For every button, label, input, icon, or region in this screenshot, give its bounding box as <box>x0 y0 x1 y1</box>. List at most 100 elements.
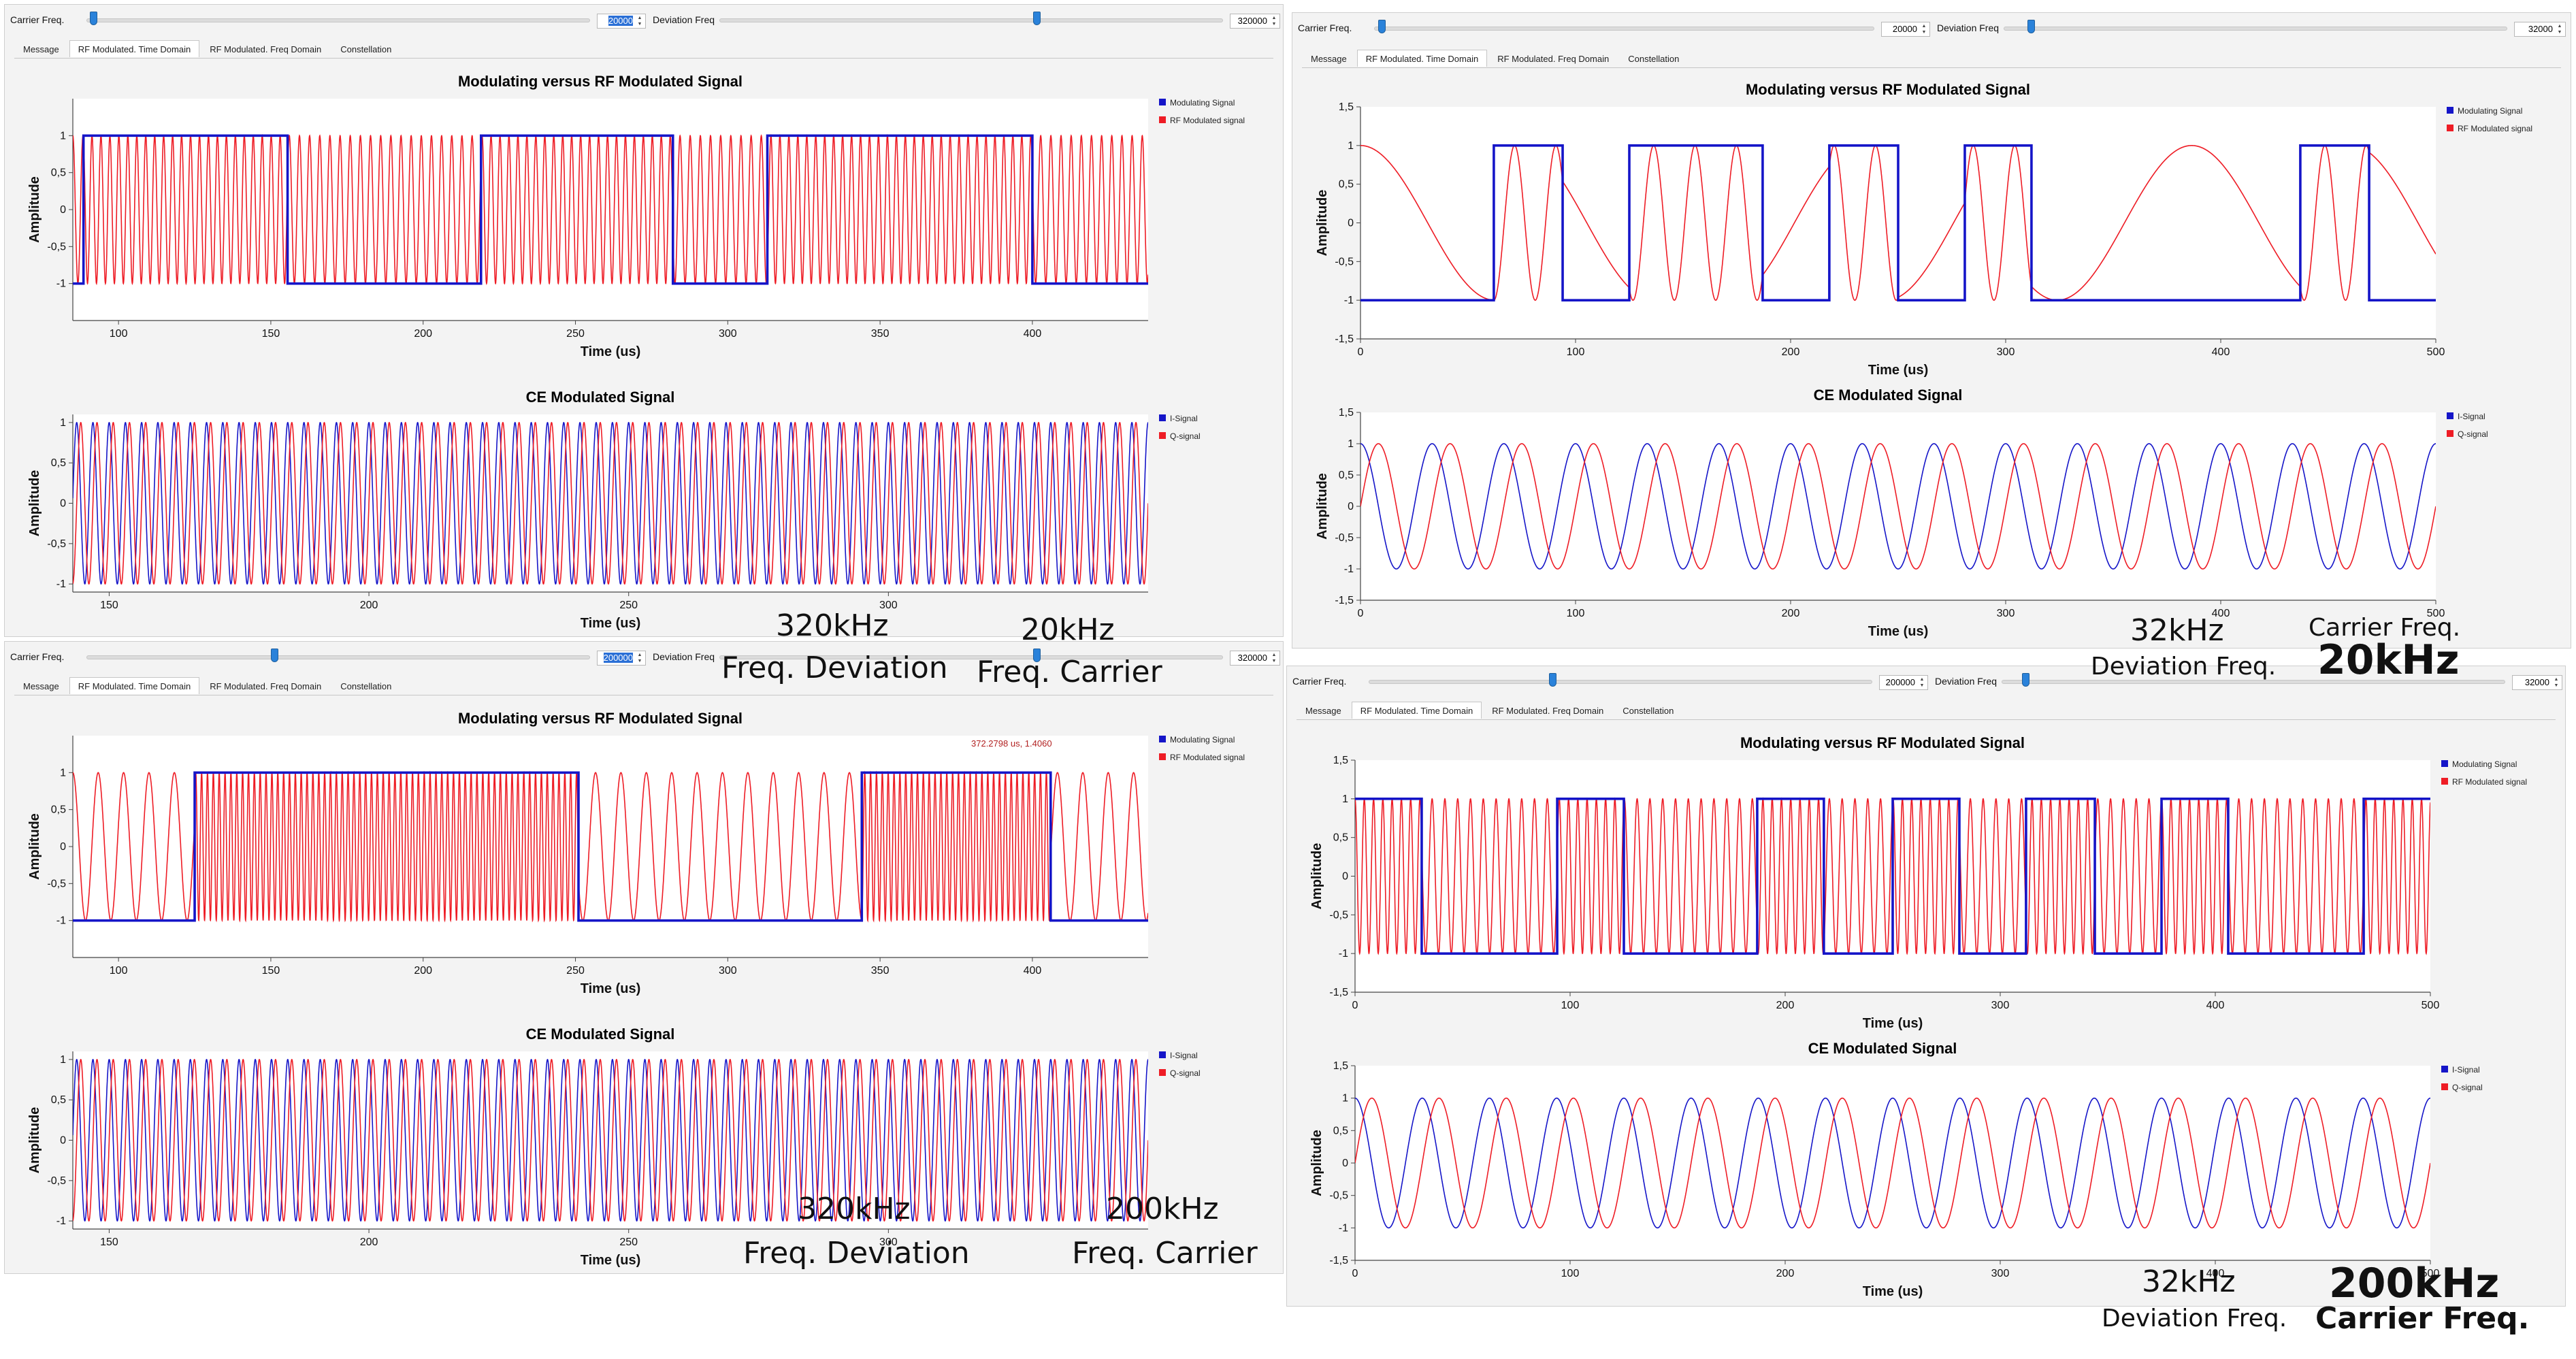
x-tick-label: 0 <box>1358 608 1364 619</box>
x-tick-label: 200 <box>1776 1268 1795 1279</box>
x-tick-label: 350 <box>871 965 890 977</box>
x-axis-label: Time (us) <box>581 981 641 996</box>
carrier-freq-spinbox[interactable]: 20000 ▲ ▼ <box>1881 22 1930 37</box>
deviation-freq-slider-handle[interactable] <box>1033 12 1041 25</box>
spin-arrows-icon[interactable]: ▲ ▼ <box>2557 24 2562 35</box>
y-axis-label: Amplitude <box>1315 190 1330 257</box>
carrier-freq-slider-handle[interactable] <box>271 649 278 662</box>
x-tick-label: 400 <box>2212 608 2230 619</box>
y-tick-label: -1 <box>1339 1222 1348 1234</box>
tab-rf-freq-domain[interactable]: RF Modulated. Freq Domain <box>210 44 322 54</box>
legend-swatch <box>1159 753 1166 760</box>
carrier-freq-value[interactable]: 200000 <box>603 653 633 663</box>
deviation-freq-slider-handle[interactable] <box>2022 673 2029 687</box>
x-axis-label: Time (us) <box>1868 363 1929 378</box>
carrier-freq-value[interactable]: 20000 <box>608 16 633 26</box>
tab-message[interactable]: Message <box>23 44 59 54</box>
chart-title: CE Modulated Signal <box>525 1026 675 1043</box>
chart-svg: 150 200 250 300 1 0,5 0 -0,5 -1 Time (us) Amplitud… <box>27 1051 1201 1268</box>
x-tick-label: 150 <box>100 600 118 611</box>
legend-swatch <box>2447 107 2453 114</box>
legend-swatch <box>2441 1083 2448 1090</box>
x-tick-label: 200 <box>1782 346 1800 358</box>
series-sin-line <box>1360 443 2436 570</box>
tab-rf-freq-domain[interactable]: RF Modulated. Freq Domain <box>1492 706 1604 716</box>
x-tick-label: 300 <box>879 600 898 611</box>
rf-modulated-chart: Modulating versus RF Modulated Signal 100… <box>12 707 1277 1000</box>
tab-rf-time-domain[interactable]: RF Modulated. Time Domain <box>69 677 200 694</box>
tab-rf-freq-domain[interactable]: RF Modulated. Freq Domain <box>210 681 322 691</box>
deviation-freq-spinbox[interactable]: 320000 ▲ ▼ <box>1230 651 1280 666</box>
deviation-freq-slider[interactable] <box>719 655 1223 659</box>
deviation-freq-slider[interactable] <box>2004 27 2507 31</box>
spin-arrows-icon[interactable]: ▲ ▼ <box>637 653 642 664</box>
y-axis-label: Amplitude <box>27 813 42 880</box>
tab-bar: Message RF Modulated. Time Domain RF Mod… <box>14 40 1273 59</box>
carrier-freq-slider-handle[interactable] <box>1378 20 1386 33</box>
carrier-freq-spinbox[interactable]: 200000 ▲ ▼ <box>1879 675 1928 690</box>
carrier-freq-spinbox[interactable]: 20000 ▲ ▼ <box>597 14 646 29</box>
y-tick-label: -1 <box>56 915 66 927</box>
carrier-freq-slider-handle[interactable] <box>1549 673 1556 687</box>
carrier-freq-slider[interactable] <box>1374 27 1874 31</box>
tab-rf-time-domain[interactable]: RF Modulated. Time Domain <box>69 40 200 57</box>
spin-arrows-icon[interactable]: ▲ ▼ <box>1919 677 1925 688</box>
deviation-freq-spinbox[interactable]: 32000 ▲ ▼ <box>2512 675 2562 690</box>
deviation-freq-value[interactable]: 320000 <box>1237 16 1267 26</box>
y-axis-label: Amplitude <box>1309 1130 1324 1196</box>
spin-arrows-icon[interactable]: ▲ ▼ <box>1921 24 1927 35</box>
carrier-freq-spinbox[interactable]: 200000 ▲ ▼ <box>597 651 646 666</box>
deviation-freq-slider[interactable] <box>719 18 1223 22</box>
carrier-freq-slider[interactable] <box>86 655 590 659</box>
tab-bar: Message RF Modulated. Time Domain RF Mod… <box>14 677 1273 695</box>
spin-arrows-icon[interactable]: ▲ ▼ <box>2554 677 2559 688</box>
legend-swatch <box>2441 760 2448 767</box>
y-tick-label: -0,5 <box>1335 256 1354 267</box>
deviation-freq-value[interactable]: 32000 <box>2524 677 2549 687</box>
deviation-freq-spinbox[interactable]: 32000 ▲ ▼ <box>2514 22 2566 37</box>
y-tick-label: 1 <box>1342 793 1348 805</box>
tab-rf-time-domain[interactable]: RF Modulated. Time Domain <box>1351 702 1482 719</box>
annotation-deviation-label: Deviation Freq. <box>2102 1305 2287 1332</box>
carrier-freq-value[interactable]: 20000 <box>1892 24 1917 34</box>
deviation-freq-value[interactable]: 32000 <box>2528 24 2553 34</box>
tab-bar: Message RF Modulated. Time Domain RF Mod… <box>1297 702 2556 720</box>
tab-constellation[interactable]: Constellation <box>340 681 392 691</box>
y-tick-label: -0,5 <box>47 878 66 889</box>
tab-message[interactable]: Message <box>1311 54 1347 64</box>
deviation-freq-slider[interactable] <box>2002 680 2505 684</box>
spin-arrows-icon[interactable]: ▲ ▼ <box>1271 653 1277 664</box>
y-tick-label: 0 <box>1348 501 1354 512</box>
x-tick-label: 0 <box>1352 1000 1358 1011</box>
tab-constellation[interactable]: Constellation <box>1628 54 1680 64</box>
carrier-freq-value[interactable]: 200000 <box>1885 677 1915 687</box>
tab-message[interactable]: Message <box>1305 706 1341 716</box>
deviation-freq-slider-handle[interactable] <box>2027 20 2035 33</box>
tab-rf-freq-domain[interactable]: RF Modulated. Freq Domain <box>1497 54 1610 64</box>
y-tick-label: -1,5 <box>1329 1255 1348 1266</box>
tab-constellation[interactable]: Constellation <box>1623 706 1674 716</box>
deviation-freq-slider-handle[interactable] <box>1033 649 1041 662</box>
y-tick-label: -1 <box>1344 295 1354 306</box>
deviation-freq-label: Deviation Freq <box>1935 676 1998 687</box>
x-tick-label: 250 <box>619 1237 638 1248</box>
spin-arrows-icon[interactable]: ▲ ▼ <box>1271 16 1277 27</box>
annotation-deviation-label: Freq. Deviation <box>721 651 948 685</box>
y-tick-label: -0,5 <box>47 241 66 252</box>
chart-title: CE Modulated Signal <box>1813 387 1963 404</box>
deviation-freq-spinbox[interactable]: 320000 ▲ ▼ <box>1230 14 1280 29</box>
legend-swatch <box>1159 414 1166 421</box>
x-tick-label: 500 <box>2422 1268 2440 1279</box>
tab-constellation[interactable]: Constellation <box>340 44 392 54</box>
chart-svg: 0 100 200 300 400 500 1,5 1 0,5 0 -0,5 -1 -1,5 Time (… <box>1309 755 2527 1031</box>
carrier-freq-slider[interactable] <box>86 18 590 22</box>
deviation-freq-value[interactable]: 320000 <box>1237 653 1267 663</box>
modulating-signal-line <box>1355 798 2430 955</box>
carrier-freq-slider-handle[interactable] <box>90 12 97 25</box>
carrier-freq-label: Carrier Freq. <box>1292 676 1347 687</box>
tab-message[interactable]: Message <box>23 681 59 691</box>
carrier-freq-slider[interactable] <box>1369 680 1872 684</box>
tab-rf-time-domain[interactable]: RF Modulated. Time Domain <box>1356 50 1488 67</box>
spin-arrows-icon[interactable]: ▲ ▼ <box>637 16 642 27</box>
x-tick-label: 250 <box>566 328 585 340</box>
